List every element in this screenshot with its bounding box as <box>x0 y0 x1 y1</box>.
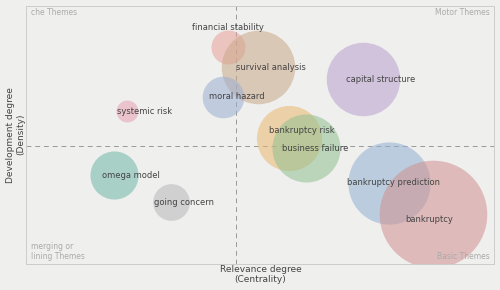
Text: business failure: business failure <box>282 144 348 153</box>
Text: che Themes: che Themes <box>31 8 77 17</box>
Point <box>386 180 394 185</box>
Point <box>219 94 227 99</box>
Point <box>254 65 262 69</box>
Text: merging or
lining Themes: merging or lining Themes <box>31 242 85 261</box>
Text: capital structure: capital structure <box>346 75 416 84</box>
Text: bankruptcy: bankruptcy <box>405 215 453 224</box>
Y-axis label: Development degree
(Density): Development degree (Density) <box>6 87 25 182</box>
Point <box>285 136 293 141</box>
X-axis label: Relevance degree
(Centrality): Relevance degree (Centrality) <box>220 265 302 284</box>
Text: systemic risk: systemic risk <box>117 107 172 116</box>
Text: going concern: going concern <box>154 198 214 207</box>
Text: financial stability: financial stability <box>192 23 264 32</box>
Text: Basic Themes: Basic Themes <box>437 252 490 261</box>
Point <box>224 45 232 50</box>
Text: bankruptcy risk: bankruptcy risk <box>269 126 335 135</box>
Point <box>429 212 437 217</box>
Point <box>359 77 367 81</box>
Point <box>123 109 131 114</box>
Text: omega model: omega model <box>102 171 160 180</box>
Text: survival analysis: survival analysis <box>236 63 306 72</box>
Text: bankruptcy prediction: bankruptcy prediction <box>348 178 440 187</box>
Text: moral hazard: moral hazard <box>208 92 264 101</box>
Point <box>302 146 310 151</box>
Point <box>110 173 118 177</box>
Text: Motor Themes: Motor Themes <box>435 8 490 17</box>
Point <box>166 200 174 204</box>
